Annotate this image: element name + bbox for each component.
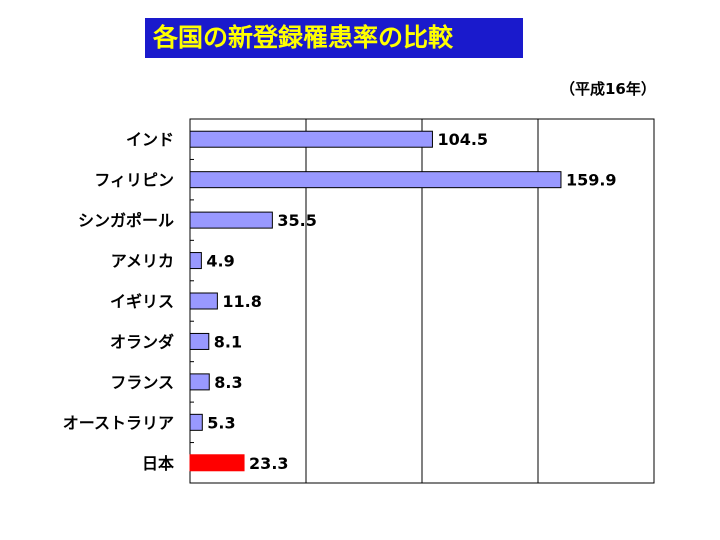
data-label: 23.3 [249,454,288,473]
bars [189,130,562,472]
bar [189,171,562,189]
value-labels: 104.5 159.9 35.5 4.9 11.8 8.1 8.3 5.3 23.3 [206,130,616,473]
data-label: 159.9 [566,171,617,190]
category-label: インド [126,130,174,149]
bar [189,332,210,350]
bar [189,292,218,310]
chart-title: 各国の新登録罹患率の比較 [145,18,523,58]
data-label: 104.5 [437,130,488,149]
bar [189,413,203,431]
bar [189,454,245,472]
data-label: 4.9 [206,252,234,271]
category-label: 日本 [142,454,174,473]
category-label: イギリス [110,292,174,311]
data-label: 11.8 [222,292,261,311]
bar [189,211,273,229]
bar [189,252,202,270]
category-label: フィリピン [94,171,174,190]
data-label: 35.5 [277,211,316,230]
bar [189,130,433,148]
category-label: オーストラリア [63,413,174,432]
data-label: 8.3 [214,373,242,392]
chart-subtitle: （平成16年） [560,80,656,98]
data-label: 5.3 [207,413,235,432]
category-label: シンガポール [78,211,174,230]
bar [189,373,210,391]
category-label: オランダ [110,332,174,351]
data-label: 8.1 [214,332,242,351]
category-label: フランス [110,373,174,392]
category-label: アメリカ [111,252,174,271]
